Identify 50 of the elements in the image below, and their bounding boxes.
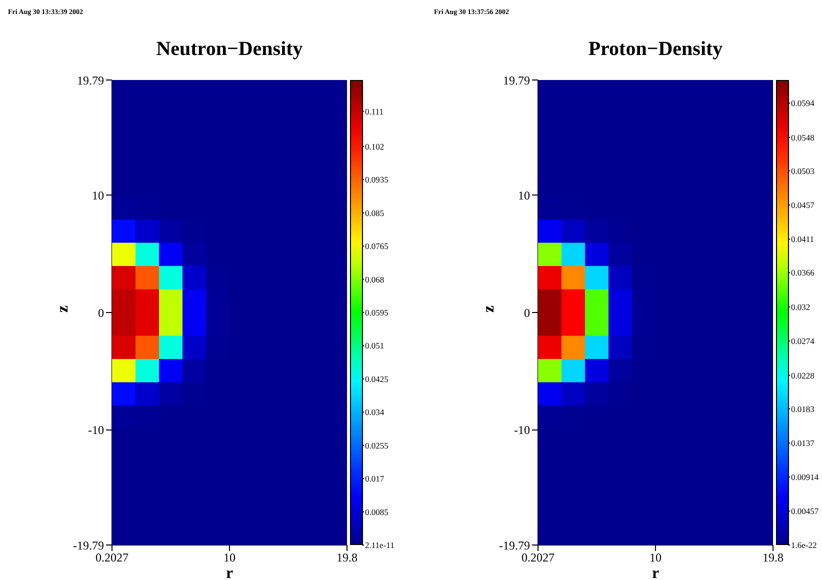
color-bar-label: 0.0411	[791, 234, 814, 244]
color-bar-label: 0.017	[365, 474, 384, 484]
y-tick-label: 10	[92, 188, 104, 202]
x-axis-title: r	[652, 565, 660, 580]
color-bar-label: 0.0137	[791, 438, 814, 448]
color-bar-label: 0.0595	[365, 308, 388, 318]
y-tick-label: -10	[514, 423, 530, 438]
color-bar-label: 0.0503	[791, 166, 814, 176]
x-tick-label: 0.2027	[96, 550, 128, 565]
y-tick-label: 10	[518, 188, 530, 202]
y-tick-label: 19.79	[77, 73, 104, 88]
y-tick-label: -10	[88, 423, 104, 438]
y-axis-title: z	[480, 305, 498, 312]
color-bar-label: 0.00914	[791, 472, 820, 482]
color-bar-label: 2.11e-11	[365, 540, 394, 550]
color-bar-label: 0.0085	[365, 506, 388, 517]
y-tick-label: 19.79	[503, 73, 530, 88]
color-bar-label: 0.111	[365, 106, 384, 116]
color-bar-label: 0.0274	[791, 336, 816, 346]
color-bar-label: 0.0425	[365, 374, 388, 384]
x-tick-label: 19.8	[762, 550, 784, 565]
color-bar-label: 0.034	[365, 407, 385, 418]
color-bar-label: 0.0366	[791, 268, 814, 278]
x-tick-label: 19.8	[336, 550, 358, 565]
y-tick-label: -19.79	[73, 538, 104, 552]
x-tick-label: 10	[223, 550, 236, 565]
x-tick-label: 10	[649, 550, 662, 565]
y-axis-title: z	[54, 305, 72, 312]
color-bar-label: 0.0548	[791, 132, 814, 142]
color-bar-label: 0.0183	[791, 404, 814, 414]
color-bar-label: 0.0935	[365, 174, 388, 185]
chart-title: Proton−Density	[587, 38, 724, 61]
color-bar-label: 0.0765	[365, 241, 388, 252]
color-bar-label: 0.102	[365, 141, 384, 152]
color-bar-label: 0.0457	[791, 200, 814, 210]
color-bar-label: 0.068	[365, 274, 384, 284]
color-bar-label: 1.6e-22	[791, 540, 817, 550]
y-tick-label: -19.79	[499, 538, 530, 552]
x-axis-title: r	[226, 565, 234, 580]
color-bar-label: 0.085	[365, 208, 384, 218]
color-bar-label: 0.032	[791, 302, 810, 312]
x-tick-label: 0.2027	[522, 550, 554, 565]
y-tick-label: 0	[524, 306, 530, 320]
y-tick-label: 0	[98, 306, 104, 320]
color-bar-label: 0.0255	[365, 440, 388, 450]
chart-title: Neutron−Density	[155, 38, 304, 61]
color-bar-label: 0.0228	[791, 370, 814, 380]
color-bar-label: 0.051	[365, 340, 384, 351]
color-bar-label: 0.00457	[791, 506, 819, 516]
color-bar-label: 0.0594	[791, 98, 816, 108]
